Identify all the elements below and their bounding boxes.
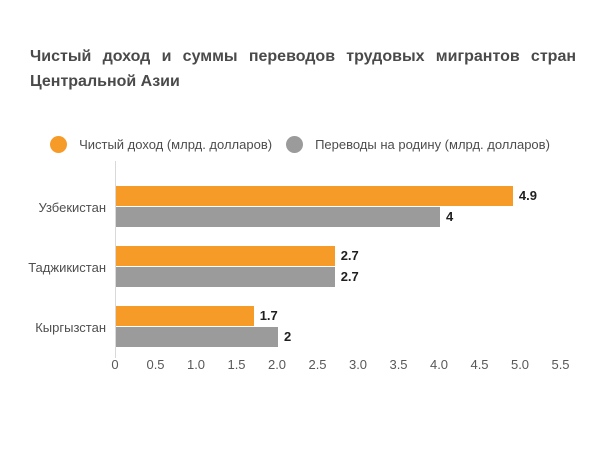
value-label: 1.7: [259, 308, 278, 323]
x-tick-label: 4.0: [429, 357, 449, 372]
legend: Чистый доход (млрд. долларов) Переводы на…: [0, 136, 600, 153]
x-tick-label: 1.5: [227, 357, 246, 372]
x-tick-label: 0: [111, 357, 119, 372]
bar-remittance: [116, 207, 440, 227]
x-tick-label: 3.0: [348, 357, 368, 372]
x-tick-label: 5.0: [510, 357, 530, 372]
x-tick-label: 3.5: [389, 357, 408, 372]
chart-title-line2: Центральной Азии: [30, 73, 180, 90]
bar-income: [116, 246, 335, 266]
x-tick-label: 2.5: [308, 357, 327, 372]
x-tick-label: 1.0: [186, 357, 206, 372]
category-label: Узбекистан: [38, 199, 106, 215]
legend-item-0: Чистый доход (млрд. долларов): [50, 136, 272, 153]
bar-income: [116, 186, 513, 206]
x-tick-label: 2.0: [267, 357, 287, 372]
value-label: 4.9: [518, 188, 537, 203]
x-tick-label: 4.5: [470, 357, 489, 372]
bar-remittance: [116, 327, 278, 347]
x-tick-label: 5.5: [551, 357, 570, 372]
y-axis-line: [115, 161, 116, 358]
chart-title-line1: Чистый доход и суммы переводов трудовых …: [30, 48, 576, 65]
category-label: Таджикистан: [28, 259, 106, 275]
gray-legend-dot-icon: [286, 136, 304, 153]
legend-label-1: Переводы на родину (млрд. долларов): [315, 137, 550, 152]
orange-legend-dot-icon: [50, 136, 68, 153]
value-label: 2.7: [340, 269, 359, 284]
x-tick-label: 0.5: [146, 357, 165, 372]
bar-remittance: [116, 267, 335, 287]
chart-title: Чистый доход и суммы переводов трудовых …: [30, 44, 576, 94]
legend-item-1: Переводы на родину (млрд. долларов): [286, 136, 550, 153]
category-label: Кыргызстан: [35, 319, 106, 335]
legend-label-0: Чистый доход (млрд. долларов): [79, 137, 273, 152]
bar-income: [116, 306, 254, 326]
value-label: 2.7: [340, 248, 359, 263]
value-label: 4: [446, 209, 454, 224]
value-label: 2: [284, 329, 292, 344]
